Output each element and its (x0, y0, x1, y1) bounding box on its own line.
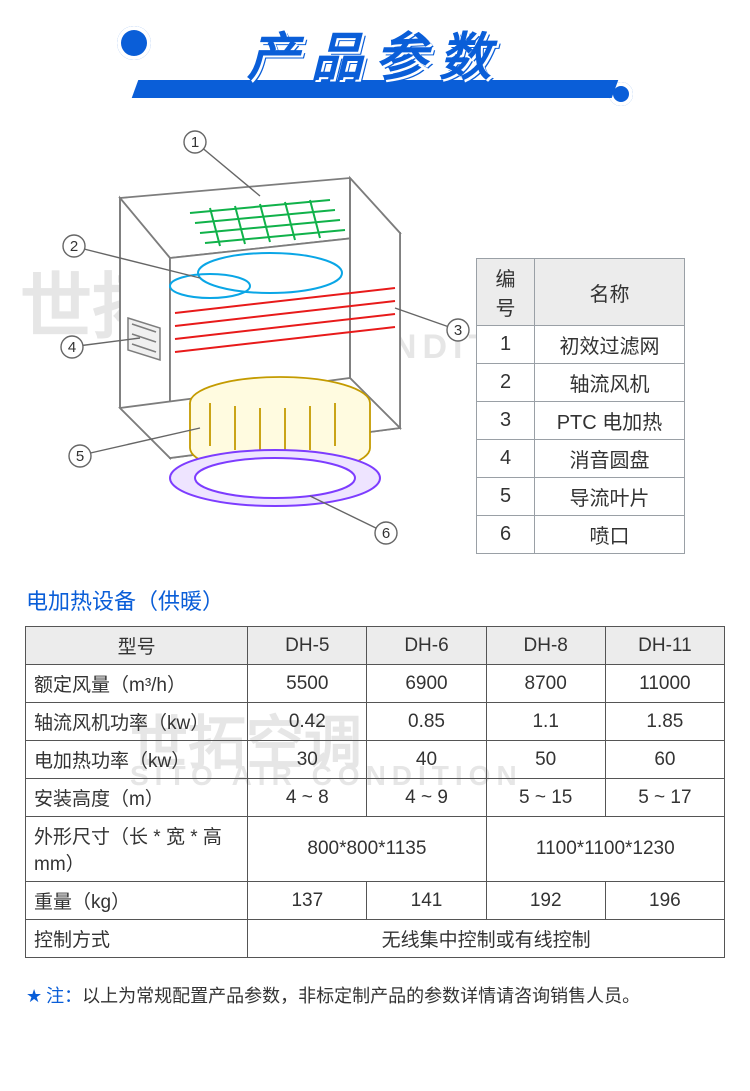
spec-row: 重量（kg） 137 141 192 196 (26, 882, 725, 920)
callout-6: 6 (382, 525, 390, 542)
spec-model: DH-5 (248, 627, 367, 665)
callout-1: 1 (191, 134, 199, 151)
spec-row: 轴流风机功率（kw） 0.42 0.85 1.1 1.85 (26, 703, 725, 741)
spec-model: DH-6 (367, 627, 486, 665)
spec-row: 电加热功率（kw） 30 40 50 60 (26, 741, 725, 779)
section-label: 电加热设备（供暖） (26, 584, 750, 616)
note-lead: 注： (46, 986, 82, 1006)
title-banner: 产品参数 (0, 0, 750, 98)
page-title: 产品参数 (135, 32, 615, 84)
callout-3: 3 (454, 322, 462, 339)
parts-row: 4消音圆盘 (477, 440, 685, 478)
spec-row-control: 控制方式 无线集中控制或有线控制 (26, 920, 725, 958)
spec-head-model: 型号 (26, 627, 248, 665)
star-icon: ★ (26, 986, 42, 1006)
spec-model: DH-8 (486, 627, 605, 665)
spec-row: 额定风量（m³/h） 5500 6900 8700 11000 (26, 665, 725, 703)
spec-model: DH-11 (605, 627, 724, 665)
parts-row: 2轴流风机 (477, 364, 685, 402)
parts-col-name: 名称 (535, 259, 685, 326)
spec-row-dims: 外形尺寸（长 * 宽 * 高 mm） 800*800*1135 1100*110… (26, 817, 725, 882)
parts-table: 编号 名称 1初效过滤网 2轴流风机 3PTC 电加热 4消音圆盘 5导流叶片 … (476, 258, 685, 554)
parts-row: 5导流叶片 (477, 478, 685, 516)
parts-row: 6喷口 (477, 516, 685, 554)
footnote: ★注：以上为常规配置产品参数，非标定制产品的参数详情请咨询销售人员。 (26, 982, 750, 1008)
callout-2: 2 (70, 238, 78, 255)
callout-5: 5 (76, 448, 84, 465)
spec-row: 安装高度（m） 4 ~ 8 4 ~ 9 5 ~ 15 5 ~ 17 (26, 779, 725, 817)
spec-table: 型号 DH-5 DH-6 DH-8 DH-11 额定风量（m³/h） 5500 … (25, 626, 725, 958)
parts-row: 1初效过滤网 (477, 326, 685, 364)
note-text: 以上为常规配置产品参数，非标定制产品的参数详情请咨询销售人员。 (82, 986, 640, 1006)
callout-4: 4 (68, 339, 76, 356)
parts-col-num: 编号 (477, 259, 535, 326)
product-diagram: 1 2 3 4 5 6 (0, 128, 470, 558)
parts-row: 3PTC 电加热 (477, 402, 685, 440)
